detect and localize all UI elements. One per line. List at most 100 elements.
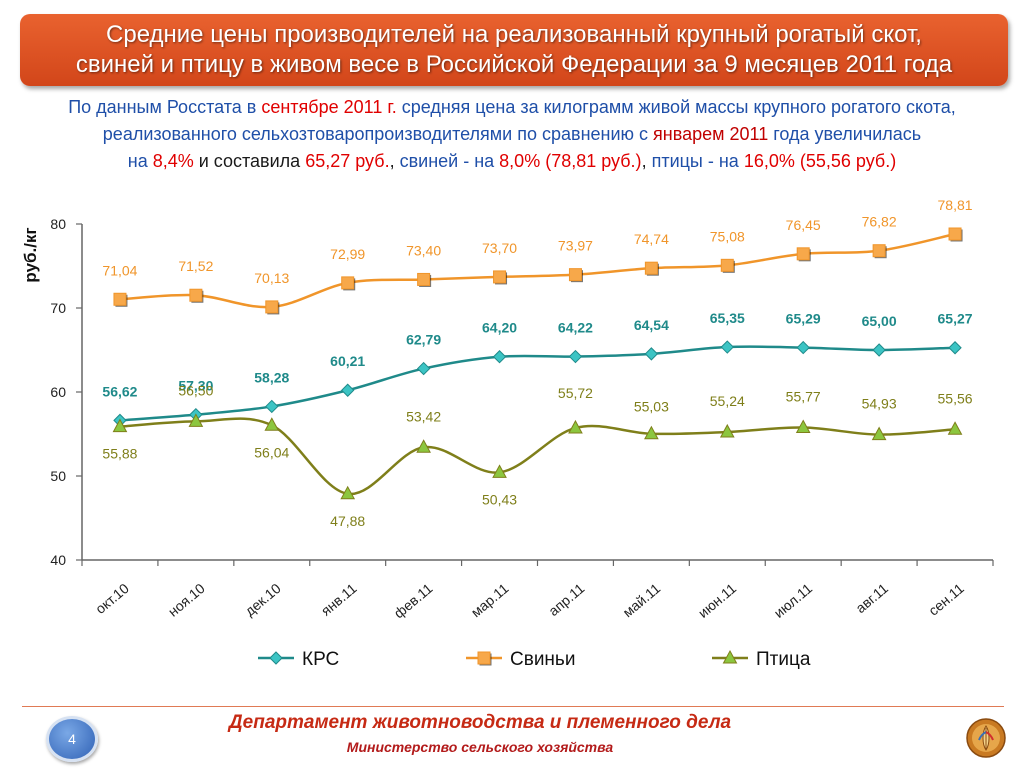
page-number-badge: 4 [46,716,98,762]
department-name: Департамент животноводства и племенного … [228,712,732,733]
x-tick-label: май.11 [620,580,664,620]
summary-text: По данным Росстата в сентябре 2011 г. ср… [14,94,1010,175]
data-label: 55,56 [938,390,973,406]
summary-text-part: птицы - на [646,151,744,171]
summary-highlight: 8,0% (78,81 руб.) [499,151,642,171]
summary-highlight: сентябре 2011 г. [261,97,397,117]
series-2: 71,04 71,52 70,13 72,99 73,40 73,70 73,97 74,74… [102,197,973,315]
summary-text-part: , [641,151,647,171]
x-tick-label: сен.11 [925,580,967,619]
data-label: 64,22 [558,320,593,336]
summary-highlight: январем [653,124,725,144]
data-label: 56,50 [178,382,213,398]
data-point [264,417,280,431]
x-tick-label: июл.11 [771,580,816,621]
summary-highlight: 16,0% (55,56 руб.) [743,151,897,171]
data-point [568,349,583,364]
data-point [796,340,810,355]
summary-line-2: реализованного сельхозтоваропроизводител… [14,121,1010,148]
x-tick-label: окт.10 [92,580,132,617]
series-line [119,417,956,496]
data-label: 55,03 [634,399,669,415]
y-axis-title: руб./кг [21,227,40,282]
legend-marker [722,649,738,664]
slide-title: Средние цены производителей на реализова… [20,14,1008,86]
data-label: 71,04 [102,262,137,278]
x-tick-label: дек.10 [242,580,284,619]
series-3: 55,88 56,50 56,04 47,88 53,42 50,43 55,72 55,03… [102,382,972,528]
data-point [568,419,583,434]
summary-text-part: и составила [193,151,306,171]
data-label: 65,27 [938,311,973,327]
summary-highlight: 65,27 руб. [305,151,390,171]
x-tick-label: мар.11 [468,580,512,620]
data-label: 50,43 [482,491,517,507]
legend-label: Свиньи [510,649,575,670]
data-label: 56,62 [102,383,137,399]
data-label: 75,08 [710,228,745,244]
y-tick-label: 60 [50,384,66,400]
summary-line-1: По данным Росстата в сентябре 2011 г. ср… [14,94,1010,121]
summary-text-part: на [127,151,153,171]
data-point [796,247,810,261]
data-point [113,292,127,306]
title-line-2: свиней и птицу в живом весе в Российской… [75,51,953,78]
data-label: 74,74 [634,231,669,247]
data-point [493,270,507,284]
data-label: 65,29 [786,311,821,327]
x-tick-label: июн.11 [695,580,740,621]
data-point [568,268,582,282]
data-label: 70,13 [254,270,289,286]
data-point [872,244,886,258]
series-line [119,232,956,309]
series-1: 56,62 57,30 58,28 60,21 62,79 64,20 64,22 64,54… [102,310,973,428]
data-point [719,423,735,438]
price-line-chart: 40 50 60 70 80 руб./кг окт.10 ноя.10 дек.10 янв.1… [21,197,994,670]
data-point [492,350,507,364]
data-point [720,340,734,354]
x-tick-label: янв.11 [318,580,360,619]
data-label: 53,42 [406,408,441,424]
data-point [416,439,431,453]
data-label: 55,72 [558,385,593,401]
data-label: 60,21 [330,353,365,369]
y-tick-label: 40 [50,552,66,568]
data-label: 55,24 [710,393,745,409]
x-tick-label: ноя.10 [165,580,208,620]
data-label: 62,79 [406,332,441,348]
data-point [644,261,658,275]
data-label: 47,88 [330,513,365,529]
summary-text-part: , [389,151,395,171]
data-label: 78,81 [938,197,973,213]
data-point [872,343,886,357]
data-point [948,227,962,241]
summary-text-part: реализованного сельхозтоваропроизводител… [102,124,654,144]
data-point [265,300,279,314]
y-tick-label: 70 [50,300,66,316]
legend-item-2: Свиньи [466,649,575,670]
data-point [416,361,431,376]
data-point [644,425,659,440]
summary-text-part: По данным Росстата в [68,97,262,117]
data-label: 65,00 [862,313,897,329]
data-point [871,426,887,441]
data-point [340,485,356,500]
x-tick-label: апр.11 [545,580,587,619]
x-tick-label: авг.11 [852,580,891,616]
data-label: 65,35 [710,310,745,326]
data-point [188,413,204,427]
summary-highlight: 8,4% [152,151,194,171]
data-point [341,276,355,290]
summary-line-3: на 8,4% и составила 65,27 руб., свиней -… [14,148,1010,175]
data-label: 64,20 [482,320,517,336]
legend-label: Птица [756,649,811,670]
data-point [112,418,128,433]
data-label: 76,45 [786,217,821,233]
data-label: 55,88 [102,446,137,462]
data-point [720,258,734,272]
data-point [341,383,355,397]
data-label: 73,40 [406,242,441,258]
summary-text-part: года увеличилась [768,124,922,144]
data-point [644,347,659,361]
summary-text-part: свиней - на [394,151,500,171]
